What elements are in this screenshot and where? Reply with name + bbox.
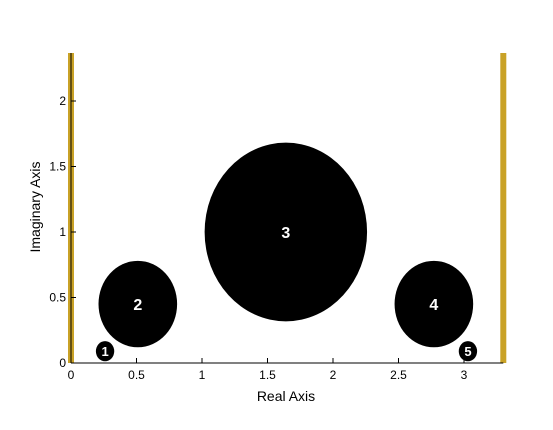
disk-1 [95, 341, 115, 362]
y-tick-label: 1 [59, 225, 66, 239]
x-tick-label: 2 [330, 368, 337, 382]
disk-label-4: 4 [429, 297, 438, 314]
disk-label-1: 1 [101, 344, 108, 359]
disk-label-3: 3 [281, 225, 290, 242]
plot-area: 1 2 3 4 5 [68, 53, 507, 363]
disk-4 [394, 260, 474, 348]
y-axis-title: Imaginary Axis [27, 161, 43, 252]
y-tick-label: 0 [59, 356, 66, 370]
x-tick-label: 0 [68, 368, 75, 382]
axes: 0 0.5 1 1.5 2 2.5 3 0 0.5 1 1.5 2 [49, 53, 504, 382]
disk-2 [98, 260, 178, 348]
x-tick-label: 3 [461, 368, 468, 382]
y-tick-label: 2 [59, 94, 66, 108]
right-boundary-bar [500, 53, 507, 363]
x-tick-label: 1 [199, 368, 206, 382]
x-tick-label: 1.5 [259, 368, 276, 382]
disk-5 [458, 341, 478, 362]
x-tick-label: 2.5 [390, 368, 407, 382]
x-tick-label: 0.5 [128, 368, 145, 382]
x-axis-title: Real Axis [257, 388, 315, 404]
y-tick-label: 0.5 [49, 291, 66, 305]
disk-3 [204, 142, 368, 322]
y-tick-label: 1.5 [49, 160, 66, 174]
disk-label-5: 5 [464, 344, 471, 359]
disk-label-2: 2 [133, 297, 142, 314]
